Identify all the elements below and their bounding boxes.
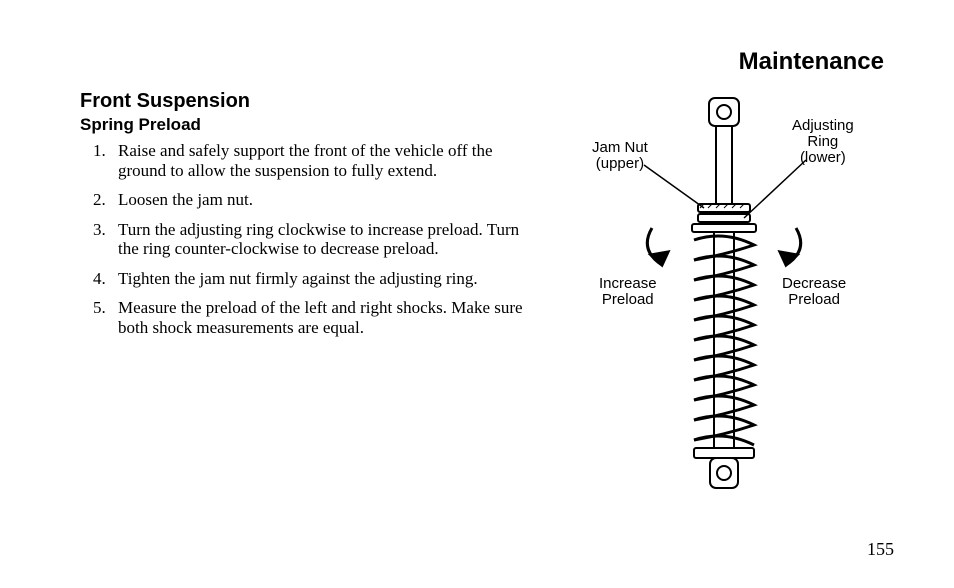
increase-preload-label: IncreasePreload (599, 276, 657, 308)
shock-absorber-figure: Jam Nut(upper) AdjustingRing(lower) Incr… (544, 80, 904, 520)
text-column: Front Suspension Spring Preload Raise an… (80, 50, 524, 520)
page-number: 155 (867, 539, 894, 560)
step-item: Raise and safely support the front of th… (110, 141, 524, 180)
page: Maintenance Front Suspension Spring Prel… (0, 0, 954, 588)
steps-list: Raise and safely support the front of th… (80, 141, 524, 337)
step-item: Measure the preload of the left and righ… (110, 298, 524, 337)
adjusting-ring-label: AdjustingRing(lower) (792, 118, 854, 165)
jam-nut-label: Jam Nut(upper) (592, 140, 648, 172)
subsection-title: Spring Preload (80, 115, 524, 135)
section-title: Front Suspension (80, 90, 524, 113)
decrease-preload-label: DecreasePreload (782, 276, 846, 308)
figure-column: Jam Nut(upper) AdjustingRing(lower) Incr… (544, 50, 904, 520)
step-item: Loosen the jam nut. (110, 190, 524, 210)
step-item: Turn the adjusting ring clockwise to inc… (110, 220, 524, 259)
content-row: Front Suspension Spring Preload Raise an… (80, 50, 904, 520)
step-item: Tighten the jam nut firmly against the a… (110, 269, 524, 289)
